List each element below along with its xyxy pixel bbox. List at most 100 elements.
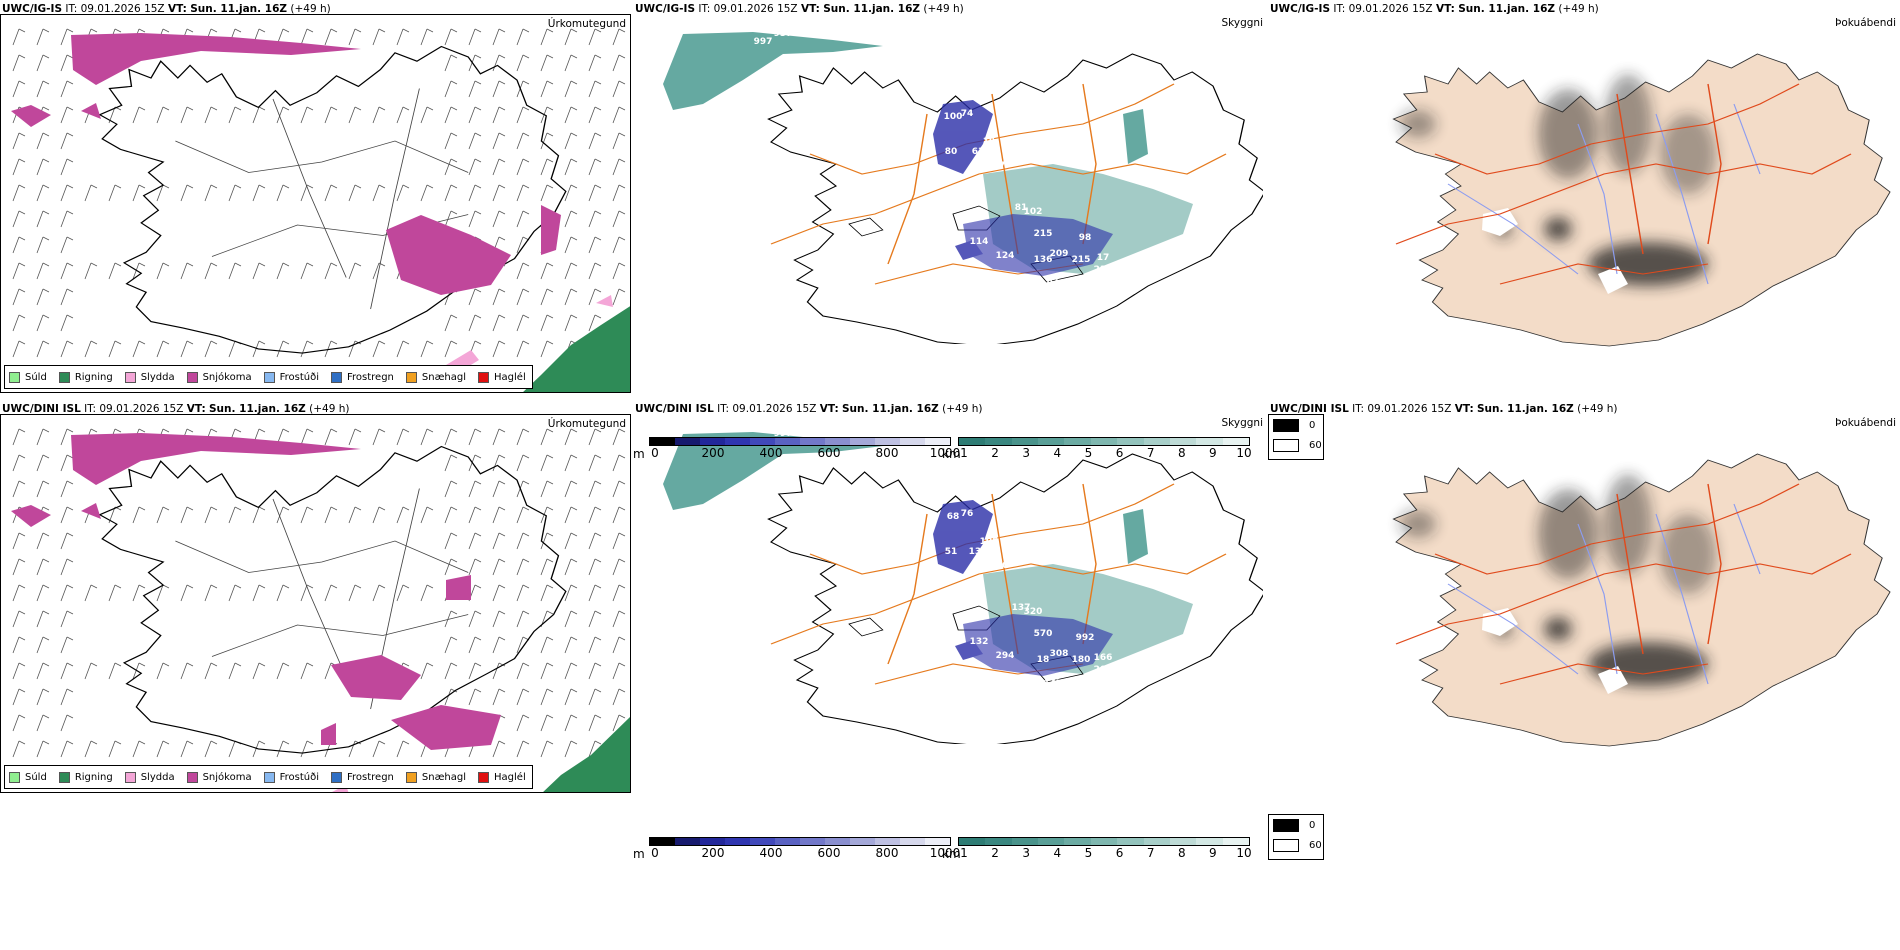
wind-barb <box>444 532 458 550</box>
height-label: 105 <box>980 537 999 547</box>
wind-barb <box>492 610 506 628</box>
wind-barb <box>60 158 74 176</box>
wind-barb <box>348 740 362 758</box>
colorbar-segment <box>1117 438 1144 445</box>
fog-title: Þokuábendi <box>1835 417 1896 429</box>
wind-barb <box>156 340 170 358</box>
wind-barb <box>276 506 290 524</box>
legend-item: Rigning <box>58 771 113 783</box>
wind-barb <box>324 584 338 602</box>
wind-barb <box>492 740 506 758</box>
iceland-coastline <box>767 453 1263 744</box>
precip-map[interactable] <box>1 15 631 393</box>
wind-barb <box>564 236 578 254</box>
iceland-coastline <box>98 445 567 754</box>
visibility-map[interactable]: 1499976876511391052303201375709921322941… <box>633 414 1263 744</box>
wind-barb <box>588 314 602 332</box>
lead-time: (+49 h) <box>1558 3 1599 15</box>
wind-barb <box>276 584 290 602</box>
height-label: 102 <box>1024 207 1043 217</box>
wind-barb <box>180 740 194 758</box>
colorbar-tick: 4 <box>1053 446 1062 460</box>
wind-barb <box>540 28 554 46</box>
colorbar-tick: 800 <box>875 446 899 460</box>
wind-barb <box>492 80 506 98</box>
wind-barb <box>12 662 26 680</box>
visibility-title: Skyggni <box>1221 417 1264 429</box>
colorbar-segment <box>850 838 875 845</box>
legend-label: Súld <box>25 771 47 783</box>
height-label: 18 <box>1037 655 1050 665</box>
colorbar-segment <box>900 838 925 845</box>
wind-barb <box>516 636 530 654</box>
wind-barb <box>492 288 506 306</box>
colorbar-tick: 0 <box>651 846 659 860</box>
wind-barb <box>396 428 410 446</box>
vt-value: Sun. 11.jan. 16Z <box>209 403 306 415</box>
wind-barb <box>564 480 578 498</box>
wind-barb <box>252 740 266 758</box>
fog-title: Þokuábendi <box>1835 17 1896 29</box>
precip-legend: Súld Rigning Slydda Snjókoma Frostúði Frostre… <box>4 365 533 389</box>
visibility-panel: 997 957 100 74 80 63 19 27 102 81 215 98 114 124 136 20… <box>633 14 1263 400</box>
colorbar-segment <box>925 838 950 845</box>
colorbar-tick: 7 <box>1146 446 1155 460</box>
fog-map[interactable] <box>1268 414 1900 754</box>
colorbar-segment <box>1064 838 1091 845</box>
wind-barb <box>492 584 506 602</box>
wind-barb <box>516 314 530 332</box>
wind-barb <box>612 210 626 228</box>
wind-barb <box>588 532 602 550</box>
wind-barb <box>60 610 74 628</box>
fog-map[interactable] <box>1268 14 1900 354</box>
wind-barb <box>252 662 266 680</box>
precip-type-panel: Úrkomutegund Súld Rigning Slydda Snjókoma Fro… <box>0 14 631 393</box>
legend-swatch <box>186 371 198 383</box>
wind-barb <box>564 262 578 280</box>
wind-barb <box>36 340 50 358</box>
wind-barb <box>396 584 410 602</box>
wind-barb <box>444 80 458 98</box>
wind-barb <box>492 132 506 150</box>
wind-barb <box>588 184 602 202</box>
wind-barb <box>108 262 122 280</box>
wind-barb <box>588 80 602 98</box>
lead-time: (+49 h) <box>1577 403 1618 415</box>
precip-map[interactable] <box>1 415 631 793</box>
colorbar-segment <box>959 438 986 445</box>
colorbar-segment <box>775 438 800 445</box>
colorbar-tick: 800 <box>875 846 899 860</box>
vt-label: VT: <box>1435 3 1455 15</box>
wind-barb <box>468 506 482 524</box>
colorbar-segment <box>725 838 750 845</box>
legend-swatch <box>405 371 417 383</box>
fog-shading <box>1400 474 1716 686</box>
wind-barb <box>612 288 626 306</box>
wind-barb <box>468 28 482 46</box>
wind-barb <box>588 636 602 654</box>
wind-barb <box>204 340 218 358</box>
wind-barb <box>84 184 98 202</box>
legend-label: Frostregn <box>347 771 394 783</box>
wind-barb <box>324 340 338 358</box>
wind-barb <box>444 184 458 202</box>
height-label: 320 <box>1024 607 1043 617</box>
wind-barb <box>516 210 530 228</box>
wind-barb <box>180 662 194 680</box>
wind-barb <box>228 340 242 358</box>
wind-barb <box>468 454 482 472</box>
wind-barb <box>564 158 578 176</box>
wind-barb <box>36 132 50 150</box>
wind-barb <box>612 106 626 124</box>
height-label: 235 <box>1094 265 1113 275</box>
wind-barb <box>612 454 626 472</box>
wind-barb <box>564 428 578 446</box>
wind-barb <box>588 584 602 602</box>
wind-barb <box>60 132 74 150</box>
wind-barb <box>588 262 602 280</box>
colorbar-tick: 1 <box>960 446 968 460</box>
wind-barb <box>204 662 218 680</box>
wind-barb <box>540 106 554 124</box>
legend-item: Rigning <box>58 371 113 383</box>
